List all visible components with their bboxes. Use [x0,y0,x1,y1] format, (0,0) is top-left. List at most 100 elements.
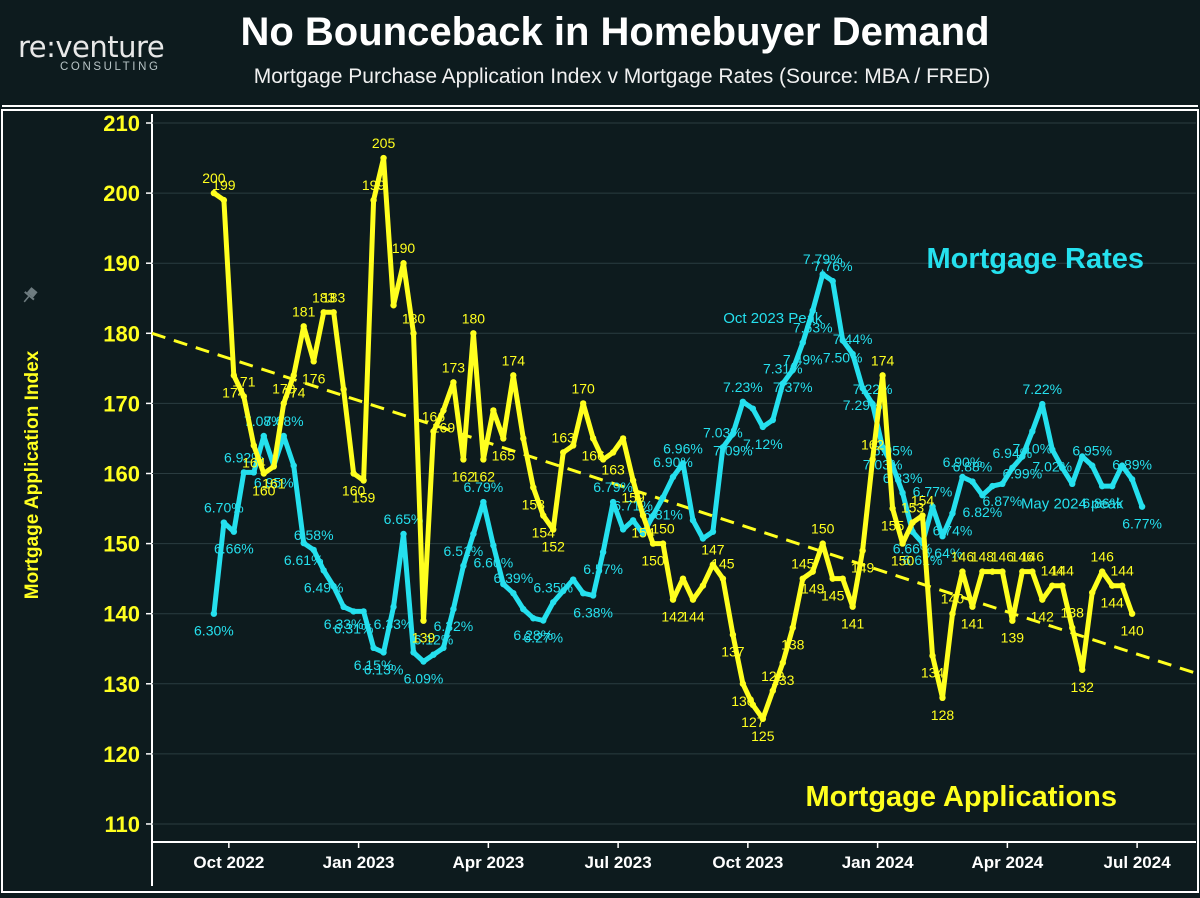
applications-point [370,196,377,204]
rates-point [1049,446,1056,453]
rates-point [410,649,417,656]
rates-point [959,473,966,481]
applications-data-label: 146 [1021,549,1045,565]
y-ticks: 110 120 130 140 150 160 170 180 190 200 210 [103,111,152,837]
applications-point [1019,568,1026,575]
rates-point [430,651,437,658]
applications-data-label: 173 [442,359,466,375]
x-tick-label: Oct 2022 [193,853,264,872]
applications-data-label: 129 [761,668,785,684]
rates-point [360,608,367,615]
rates-data-label: 6.49% [304,579,344,595]
rates-point [769,416,777,424]
y-tick-label: 190 [103,251,140,276]
applications-point [1009,617,1016,624]
applications-point [220,196,228,204]
applications-point [330,309,337,316]
y-tick-label: 150 [103,532,140,557]
applications-point [969,603,976,610]
rates-point [579,589,587,597]
applications-point [709,561,717,568]
applications-point [889,505,896,512]
rates-data-label: 7.12% [743,436,783,452]
applications-point [659,540,667,547]
rates-data-label: 7.29% [843,397,883,413]
applications-data-label: 127 [741,714,765,730]
rates-series-title: Mortgage Rates [926,243,1144,275]
applications-point [609,449,617,456]
rates-data-label: 6.61% [284,552,324,568]
applications-data-label: 134 [921,665,945,681]
applications-data-label: 154 [631,525,655,541]
applications-point [949,610,956,617]
rates-point [510,589,517,597]
applications-point [669,596,677,603]
annotations: Oct 2023 Peak May 2024 peak Mortgage Rates… [723,243,1144,813]
applications-point [240,393,248,400]
applications-data-label: 176 [302,370,326,386]
rates-data-label: 6.60% [473,554,513,570]
rates-point [520,605,527,613]
rates-point [609,498,617,506]
applications-data-label: 162 [452,468,476,484]
rates-data-label: 6.32% [434,618,474,634]
rates-point [450,605,457,613]
rates-data-label: 6.33% [374,616,414,632]
applications-data-label: 170 [272,380,296,396]
rates-point [250,469,258,476]
rates-point [370,644,377,652]
applications-point [410,330,417,337]
rates-point [1079,453,1086,460]
applications-point [799,575,806,582]
applications-data-label: 146 [951,549,975,565]
rates-data-label: 7.10% [1012,440,1052,456]
applications-data-label: 141 [841,616,865,632]
rates-point [550,599,557,606]
applications-data-label: 154 [532,525,556,541]
rates-point [939,533,946,540]
rates-data-label: 7.44% [833,331,873,347]
applications-data-label: 166 [581,447,605,463]
applications-point [629,477,637,484]
rates-data-label: 7.22% [1022,381,1062,397]
rates-point [1019,453,1026,460]
rates-point [420,658,427,665]
rates-data-label: 7.37% [773,379,813,395]
applications-point [530,484,537,491]
applications-point [979,568,986,575]
y-tick-label: 180 [103,321,140,346]
rates-data-label: 6.99% [1002,465,1042,481]
rates-point [260,432,267,440]
rates-point [310,546,317,554]
rates-data-label: 6.12% [414,632,454,648]
gridlines [152,122,1196,825]
rates-data-label: 6.28% [513,627,553,643]
applications-point [899,540,906,547]
applications-point [929,652,936,659]
rates-data-label: 6.39% [493,570,533,586]
applications-point [619,435,627,442]
rates-point [589,592,597,599]
pin-icon [23,287,38,303]
applications-point [959,568,966,575]
rates-point [649,512,657,519]
rates-point [400,530,407,538]
applications-data-label: 155 [881,518,905,534]
applications-point [460,456,467,463]
applications-point [1079,666,1086,673]
applications-point [260,470,267,477]
applications-data-label: 171 [232,373,256,389]
applications-point [739,680,747,687]
applications-point [290,372,297,379]
rates-point [699,535,707,542]
rates-data-label: 6.82% [963,504,1003,520]
applications-point [340,386,347,393]
applications-point [420,617,427,624]
chart-title: No Bounceback in Homebuyer Demand [240,10,990,54]
applications-data-label: 141 [961,616,985,632]
applications-point [230,372,238,379]
applications-point [390,302,397,309]
applications-point [1039,596,1046,603]
applications-point [769,687,777,694]
rates-point [859,384,866,392]
